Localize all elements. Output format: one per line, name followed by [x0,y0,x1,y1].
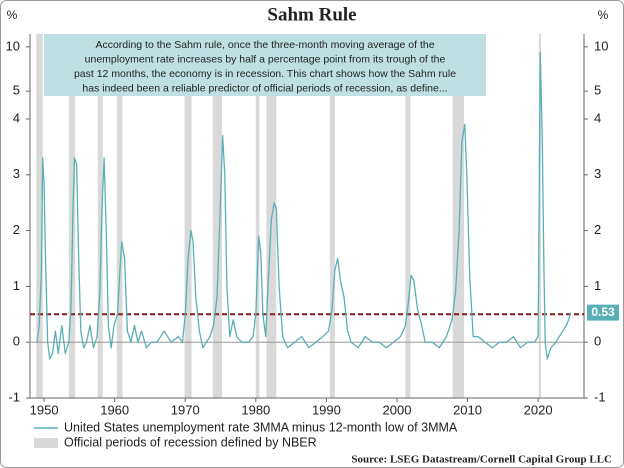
y-tick-label: 2 [13,222,20,237]
x-tick-label: 1990 [312,402,341,417]
recession-band [68,34,76,398]
recession-band [36,34,43,398]
y-tick-label-right: 10 [594,38,608,53]
y-label-right: % [598,8,609,22]
legend-label: Official periods of recession defined by… [64,435,317,449]
recession-band [452,34,465,398]
series-line [36,51,572,360]
annotation-line: unemployment rate increases by half a pe… [85,53,446,65]
recession-band [329,34,335,398]
x-tick-label: 1960 [100,402,129,417]
annotation-box [44,34,486,96]
annotation-line: According to the Sahm rule, once the thr… [95,39,434,51]
y-label-left: % [7,8,18,22]
y-tick-label-right: 2 [594,222,601,237]
y-tick-label: 10 [6,38,20,53]
y-tick-label: 1 [13,278,20,293]
recession-band [184,34,192,398]
y-tick-label-right: 3 [594,166,601,181]
recession-band [255,34,260,398]
annotation: According to the Sahm rule, once the thr… [44,34,486,96]
legend-swatch [34,438,58,448]
x-tick-label: 2010 [453,402,482,417]
end-label-box [587,304,619,321]
annotation-line: has indeed been a reliable predictor of … [82,82,447,94]
recession-band [538,34,541,398]
x-tick-label: 1950 [30,402,59,417]
recession-band [116,34,123,398]
x-tick-label: 1970 [171,402,200,417]
y-tick-label: -1 [8,389,20,404]
recession-band [405,34,411,398]
y-tick-label-right: 4 [594,110,601,125]
chart-title: Sahm Rule [267,4,356,25]
y-tick-label: 4 [13,110,20,125]
x-tick-label: 1980 [241,402,270,417]
x-tick-label: 2020 [524,402,553,417]
y-tick-label: 0 [13,334,20,349]
annotation-line: past 12 months, the economy is in recess… [74,68,456,80]
y-tick-label-right: -1 [594,389,606,404]
y-tick-label: 5 [13,83,20,98]
y-tick-label: 3 [13,166,20,181]
end-label: 0.53 [591,305,615,319]
y-tick-label-right: 0 [594,334,601,349]
recession-band [212,34,222,398]
y-tick-label-right: 1 [594,278,601,293]
recession-band [97,34,103,398]
y-tick-label-right: 5 [594,83,601,98]
plot: 0.53 [30,51,619,360]
x-tick-label: 2000 [383,402,412,417]
source: Source: LSEG Datastream/Cornell Capital … [351,454,612,466]
legend-label: United States unemployment rate 3MMA min… [64,420,458,434]
axes: 5 5 10 10 -1 -1 0 0 1 1 2 2 3 3 4 4 1950 1960 1970 1980 1990… [6,34,608,417]
